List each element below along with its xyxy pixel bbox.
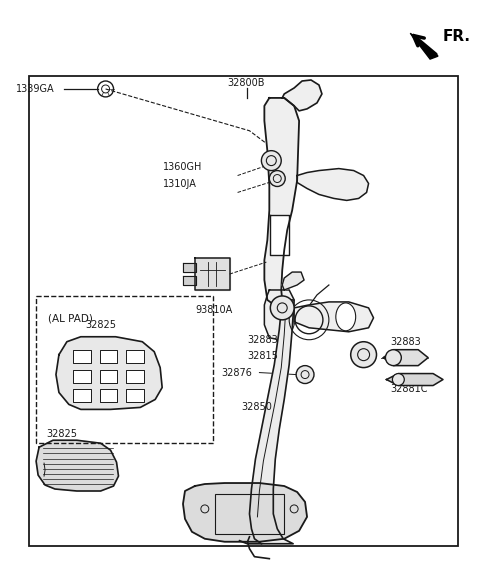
Polygon shape	[56, 337, 162, 409]
Text: 1360GH: 1360GH	[163, 162, 203, 171]
Circle shape	[296, 365, 314, 384]
Circle shape	[270, 296, 294, 320]
Polygon shape	[250, 300, 294, 544]
Polygon shape	[294, 302, 373, 332]
Circle shape	[351, 341, 376, 368]
Polygon shape	[183, 263, 196, 272]
Polygon shape	[386, 373, 443, 385]
Polygon shape	[282, 80, 322, 111]
Bar	[100, 369, 118, 383]
Bar	[100, 349, 118, 363]
Polygon shape	[282, 272, 304, 290]
Text: 32881C: 32881C	[390, 384, 428, 395]
Polygon shape	[264, 98, 299, 305]
Bar	[126, 389, 144, 403]
Text: 32825: 32825	[86, 320, 117, 330]
Bar	[29, 76, 458, 546]
Bar	[100, 389, 118, 403]
Text: 32815: 32815	[248, 351, 278, 361]
Polygon shape	[183, 483, 307, 542]
Polygon shape	[183, 276, 196, 285]
Circle shape	[269, 171, 285, 187]
Text: 32876: 32876	[222, 368, 252, 377]
Circle shape	[262, 151, 281, 171]
Text: (AL PAD): (AL PAD)	[48, 314, 93, 324]
Polygon shape	[195, 258, 229, 290]
Polygon shape	[297, 168, 369, 200]
Text: 1310JA: 1310JA	[163, 179, 197, 190]
Bar	[126, 349, 144, 363]
Polygon shape	[36, 440, 119, 491]
Circle shape	[392, 373, 404, 385]
Bar	[73, 369, 91, 383]
Text: 32825: 32825	[46, 429, 77, 439]
Text: 32800B: 32800B	[228, 78, 265, 88]
Text: 32883: 32883	[390, 337, 421, 347]
Bar	[73, 349, 91, 363]
Text: 32850: 32850	[241, 403, 273, 412]
Text: 32883: 32883	[248, 335, 278, 345]
Bar	[36, 296, 213, 443]
Bar	[215, 494, 284, 534]
Text: 93810A: 93810A	[195, 305, 232, 315]
Text: 1339GA: 1339GA	[16, 84, 55, 94]
Polygon shape	[264, 290, 294, 340]
Circle shape	[385, 349, 401, 365]
Text: FR.: FR.	[443, 29, 471, 45]
Polygon shape	[270, 215, 289, 255]
Bar	[126, 369, 144, 383]
Polygon shape	[384, 349, 428, 365]
Polygon shape	[410, 33, 438, 59]
Ellipse shape	[336, 303, 356, 331]
Bar	[73, 389, 91, 403]
